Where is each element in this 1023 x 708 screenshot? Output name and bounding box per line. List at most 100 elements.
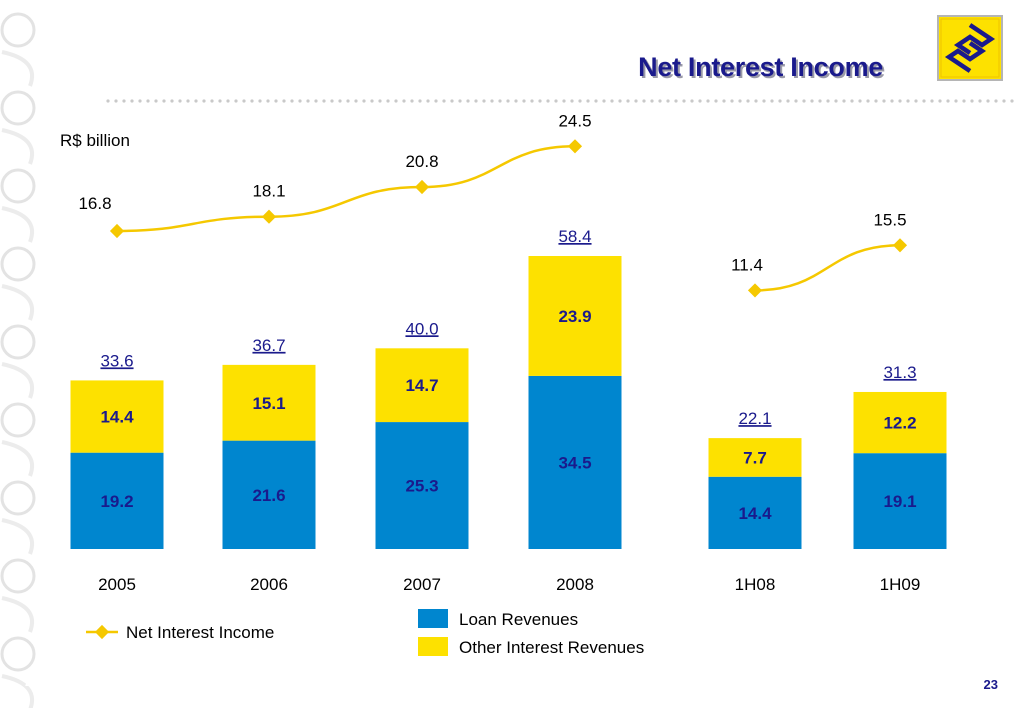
data-label-total: 31.3: [883, 363, 916, 382]
divider-dot: [898, 99, 902, 103]
divider-dot: [714, 99, 718, 103]
line-point: [261, 209, 277, 224]
legend-label-net-interest-income: Net Interest Income: [126, 623, 274, 642]
tick-label: 2008: [556, 575, 594, 594]
divider-dot: [826, 99, 830, 103]
swirl-ornament: [1, 128, 34, 165]
swirl-ornament: [0, 480, 36, 516]
divider-dot: [458, 99, 462, 103]
divider-dot: [802, 99, 806, 103]
bar-other-interest-revenues: [853, 391, 947, 454]
divider-dot: [690, 99, 694, 103]
swirl-ornament: [1, 362, 34, 399]
divider-dot: [346, 99, 350, 103]
data-label-loan: 34.5: [558, 453, 591, 472]
data-label-other: 12.2: [883, 414, 916, 433]
divider-dot: [946, 99, 950, 103]
page-number: 23: [983, 677, 998, 692]
divider-dot: [178, 99, 182, 103]
divider-dot: [602, 99, 606, 103]
divider-dot: [202, 99, 206, 103]
divider-dot: [426, 99, 430, 103]
swirl-ornament: [1, 440, 34, 477]
divider-dot: [282, 99, 286, 103]
divider-dot: [706, 99, 710, 103]
divider-dot: [914, 99, 918, 103]
divider-dot: [266, 99, 270, 103]
divider-dot: [138, 99, 142, 103]
divider-dot: [258, 99, 262, 103]
divider-dot: [434, 99, 438, 103]
bar-loan-revenues: [375, 422, 469, 549]
divider-dot: [994, 99, 998, 103]
divider-dot: [242, 99, 246, 103]
divider-dot: [506, 99, 510, 103]
divider-dot: [810, 99, 814, 103]
divider-dot: [682, 99, 686, 103]
header-dotted-divider: [106, 99, 1014, 103]
data-label-loan: 25.3: [405, 477, 438, 496]
divider-dot: [394, 99, 398, 103]
divider-dot: [730, 99, 734, 103]
divider-dot: [754, 99, 758, 103]
divider-dot: [210, 99, 214, 103]
divider-dot: [402, 99, 406, 103]
divider-dot: [330, 99, 334, 103]
bank-logo-icon: [937, 15, 1003, 81]
divider-dot: [954, 99, 958, 103]
divider-dot: [114, 99, 118, 103]
swirl-ornament: [0, 168, 36, 204]
tick-label: 1H09: [880, 575, 921, 594]
divider-dot: [746, 99, 750, 103]
swirl-ornament: [0, 402, 36, 438]
legend-label-loan-revenues: Loan Revenues: [459, 610, 578, 629]
line-data-label: 24.5: [558, 111, 591, 130]
divider-dot: [298, 99, 302, 103]
divider-dot: [482, 99, 486, 103]
divider-dot: [554, 99, 558, 103]
divider-dot: [874, 99, 878, 103]
line-point: [892, 238, 908, 253]
divider-dot: [226, 99, 230, 103]
divider-dot: [930, 99, 934, 103]
divider-dot: [618, 99, 622, 103]
divider-dot: [866, 99, 870, 103]
divider-dot: [882, 99, 886, 103]
divider-dot: [466, 99, 470, 103]
swirl-ornament: [1, 50, 34, 87]
line-layer: 16.8 18.1 20.8 24.5 11.4 15.5: [78, 111, 908, 298]
divider-dot: [970, 99, 974, 103]
divider-dot: [154, 99, 158, 103]
line-point: [747, 283, 763, 298]
divider-dot: [146, 99, 150, 103]
divider-dot: [274, 99, 278, 103]
line-data-label: 18.1: [252, 182, 285, 201]
divider-dot: [442, 99, 446, 103]
data-label-other: 14.7: [405, 376, 438, 395]
bars-layer: 19.2 14.4 33.6 2005 21.6 15.1 36.7 2006 25.3 14.7…: [70, 227, 947, 594]
divider-dot: [610, 99, 614, 103]
divider-dot: [906, 99, 910, 103]
divider-dot: [530, 99, 534, 103]
bar-other-interest-revenues: [528, 256, 622, 376]
bar-other-interest-revenues: [375, 348, 469, 423]
divider-dot: [626, 99, 630, 103]
swirl-ornament: [0, 324, 36, 360]
tick-label: 2005: [98, 575, 136, 594]
divider-dot: [170, 99, 174, 103]
legend-swatch-loan-revenues: [418, 609, 448, 628]
divider-dot: [578, 99, 582, 103]
divider-dot: [538, 99, 542, 103]
tick-label: 2007: [403, 575, 441, 594]
divider-dot: [378, 99, 382, 103]
bar-other-interest-revenues: [70, 380, 164, 453]
divider-dot: [162, 99, 166, 103]
divider-dot: [842, 99, 846, 103]
divider-dot: [522, 99, 526, 103]
divider-dot: [354, 99, 358, 103]
line-data-label: 16.8: [78, 194, 111, 213]
divider-dot: [450, 99, 454, 103]
divider-dot: [858, 99, 862, 103]
swirl-ornament: [0, 636, 36, 672]
footer-number: 23: [25, 677, 38, 689]
